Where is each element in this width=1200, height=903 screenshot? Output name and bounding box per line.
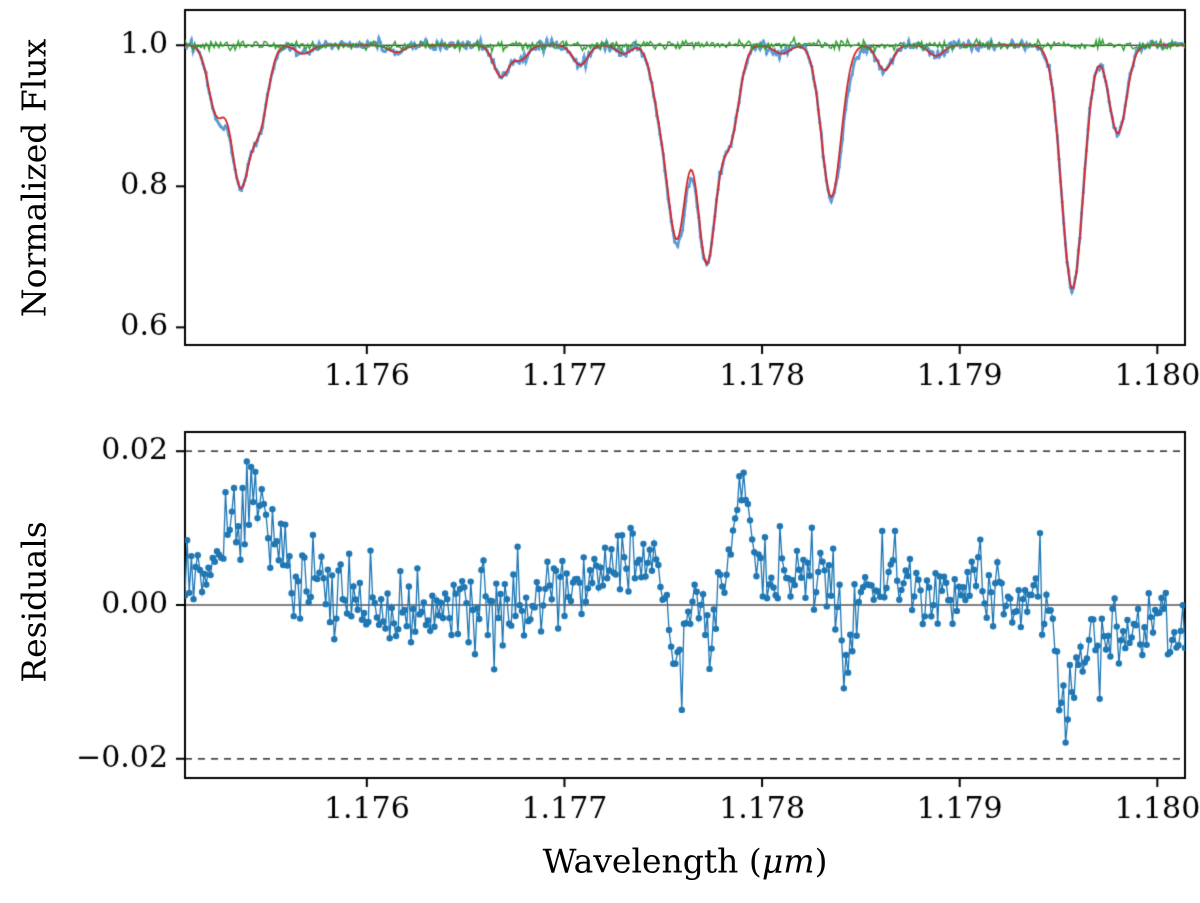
flux-axis-label: Normalized Flux	[14, 38, 54, 318]
residuals-axis-label: Residuals	[14, 521, 54, 683]
wavelength-label-text: Wavelength (	[542, 841, 762, 881]
wavelength-axis-label: Wavelength (μm)	[543, 842, 828, 881]
wavelength-label-close: )	[814, 841, 828, 881]
wavelength-label-unit: μm	[761, 841, 815, 881]
